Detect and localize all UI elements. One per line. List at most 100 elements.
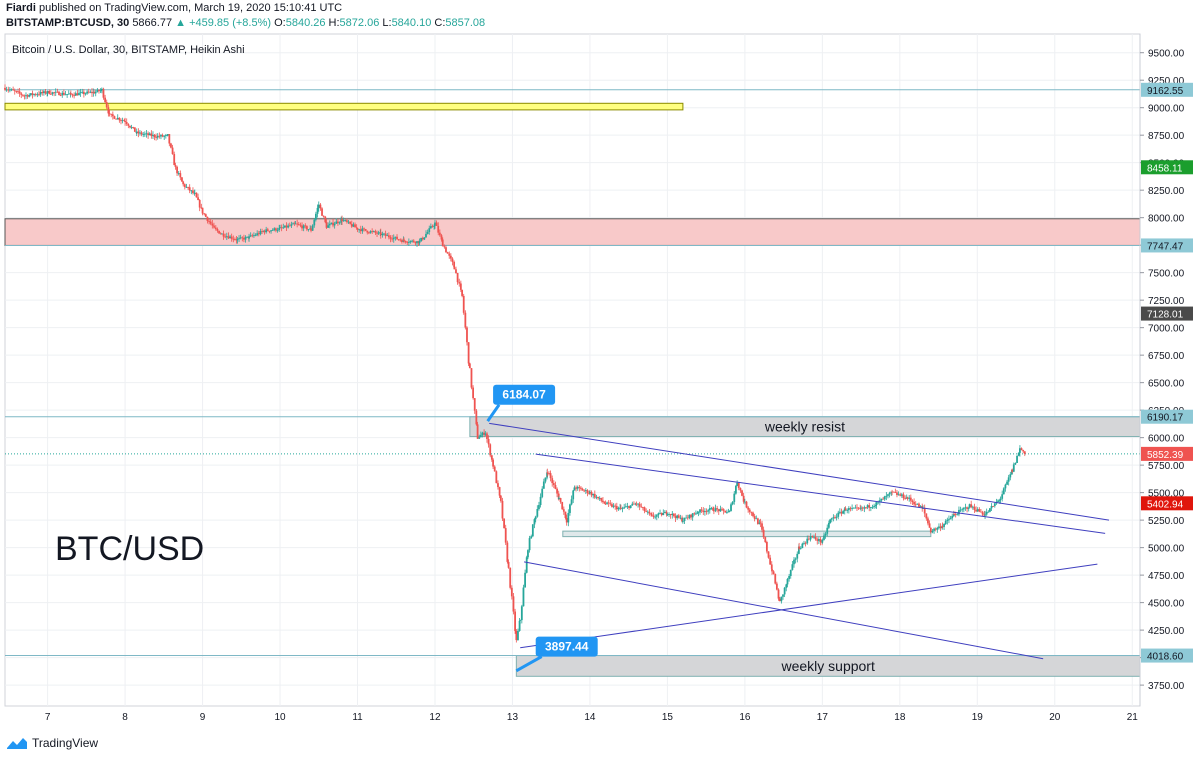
candle-body: [96, 89, 99, 92]
candle-body: [762, 529, 765, 538]
candle-body: [911, 500, 914, 503]
candle-body: [458, 282, 461, 284]
callout-box: [535, 636, 598, 657]
candle-body: [691, 513, 694, 518]
candle-body: [315, 213, 317, 220]
candle-body: [598, 497, 601, 499]
candle-body: [443, 246, 446, 248]
candle-body: [838, 511, 841, 513]
candle-body: [941, 526, 944, 527]
candle-body: [944, 520, 947, 524]
candle-body: [546, 472, 549, 474]
candle-body: [962, 508, 965, 510]
candle-body: [586, 490, 589, 494]
open-value: 5840.26: [285, 17, 326, 29]
open-label: O:: [274, 17, 286, 29]
candle-body: [164, 135, 167, 137]
hline-price-label: 5852.39: [1147, 450, 1184, 461]
candle-body: [467, 342, 470, 364]
candle-body: [617, 507, 620, 510]
candle-body: [197, 197, 199, 201]
candle-body: [483, 432, 486, 435]
candle-body: [677, 515, 680, 518]
author-name[interactable]: Fiardi: [6, 2, 36, 14]
candle-body: [377, 232, 380, 234]
callout-label: 3897.44: [545, 640, 589, 654]
candle-body: [769, 557, 772, 565]
y-tick-label: 6500.00: [1148, 379, 1185, 390]
candle-body: [414, 242, 417, 244]
candle-body: [562, 509, 565, 512]
candle-body: [1007, 477, 1010, 482]
hline-price-label: 6190.17: [1147, 413, 1184, 424]
candle-body: [379, 232, 382, 236]
candle-body: [392, 237, 395, 240]
candle-body: [135, 131, 138, 134]
candle-body: [497, 483, 499, 488]
candle-body: [913, 502, 915, 505]
candle-body: [190, 190, 193, 192]
candle-body: [347, 221, 350, 223]
candle-body: [973, 506, 976, 510]
candle-body: [748, 509, 751, 512]
candle-body: [807, 538, 810, 540]
footer-brand[interactable]: TradingView: [6, 736, 98, 750]
candle-body: [276, 230, 279, 231]
candle-body: [10, 89, 13, 91]
candle-body: [317, 204, 320, 208]
candle-body: [600, 497, 603, 501]
candle-body: [854, 507, 857, 509]
candle-body: [742, 495, 745, 502]
candle-body: [125, 121, 128, 124]
candle-body: [275, 228, 277, 231]
candle-body: [118, 117, 121, 121]
candle-body: [254, 235, 257, 236]
candle-body: [216, 229, 219, 231]
candle-body: [495, 471, 498, 484]
candle-body: [384, 233, 387, 236]
candle-body: [230, 236, 233, 239]
candle-body: [153, 134, 156, 138]
candle-body: [869, 507, 872, 508]
candle-body: [224, 236, 227, 238]
candle-body: [1012, 464, 1015, 472]
candle-body: [7, 89, 10, 91]
candle-body: [679, 517, 682, 519]
candle-body: [416, 241, 418, 244]
candle-body: [581, 488, 584, 491]
candle-body: [544, 477, 547, 482]
candle-body: [192, 190, 194, 193]
candle-body: [651, 514, 653, 516]
candle-body: [970, 504, 973, 508]
candle-body: [842, 511, 845, 514]
candle-body: [36, 94, 39, 96]
candle-body: [575, 487, 577, 489]
candle-body: [538, 505, 540, 510]
candle-body: [440, 235, 443, 240]
candle-body: [728, 510, 731, 512]
candle-body: [527, 550, 529, 558]
candle-body: [38, 94, 40, 96]
candle-body: [225, 236, 228, 238]
candle-body: [166, 134, 169, 136]
candles: [4, 84, 1026, 643]
candle-body: [710, 508, 713, 509]
candle-body: [185, 186, 188, 188]
candle-body: [344, 220, 347, 222]
candle-body: [671, 513, 674, 516]
candle-body: [214, 227, 217, 230]
candle-body: [13, 90, 16, 92]
candle-body: [819, 539, 822, 543]
candle-body: [750, 511, 753, 513]
candle-body: [285, 225, 288, 228]
candle-body: [874, 504, 877, 506]
candle-body: [133, 127, 136, 132]
candle-body: [187, 186, 189, 188]
candle-body: [473, 398, 476, 411]
candle-body: [829, 519, 832, 523]
candle-body: [951, 515, 954, 519]
candle-body: [161, 135, 164, 137]
candle-body: [987, 511, 990, 513]
candle-body: [239, 237, 242, 239]
